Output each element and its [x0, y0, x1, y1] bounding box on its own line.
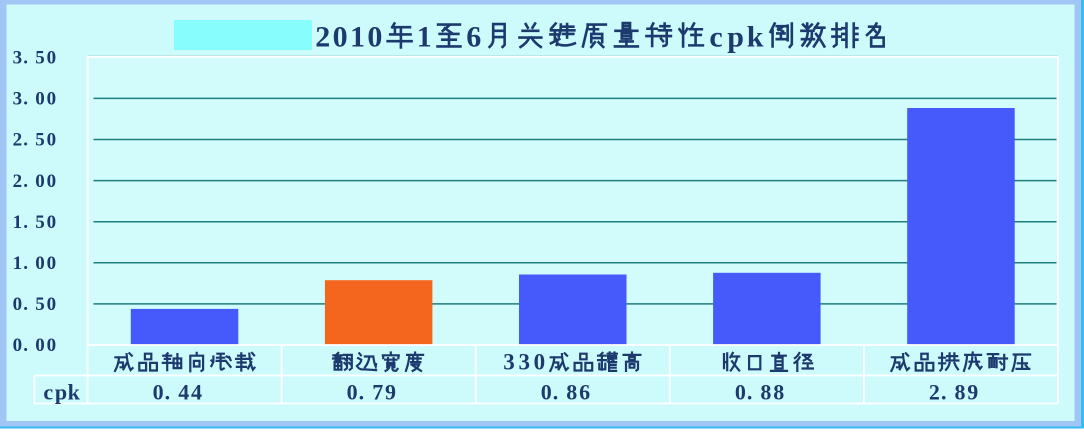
svg-text:6: 6: [579, 380, 590, 405]
svg-text:3: 3: [503, 350, 515, 375]
svg-text:0: 0: [47, 48, 57, 69]
svg-text:.: .: [23, 212, 28, 233]
svg-text:.: .: [23, 294, 28, 315]
svg-text:5: 5: [35, 294, 45, 315]
svg-text:5: 5: [35, 212, 45, 233]
svg-text:.: .: [23, 48, 28, 69]
svg-text:.: .: [553, 380, 559, 405]
svg-text:3: 3: [13, 89, 23, 110]
svg-text:0: 0: [35, 335, 45, 356]
svg-text:2: 2: [13, 171, 23, 192]
svg-text:1: 1: [13, 253, 23, 274]
svg-text:0: 0: [534, 350, 546, 375]
svg-text:k: k: [68, 380, 81, 405]
svg-text:1: 1: [417, 21, 432, 54]
svg-text:.: .: [23, 171, 28, 192]
svg-text:0: 0: [47, 130, 57, 151]
svg-text:0: 0: [367, 21, 382, 54]
svg-text:0: 0: [47, 294, 57, 315]
svg-text:8: 8: [773, 380, 784, 405]
svg-text:2: 2: [929, 380, 940, 405]
svg-text:2: 2: [13, 130, 23, 151]
svg-text:5: 5: [35, 48, 45, 69]
svg-text:.: .: [165, 380, 171, 405]
svg-text:0: 0: [47, 253, 57, 274]
svg-text:0: 0: [47, 89, 57, 110]
svg-text:0: 0: [735, 380, 746, 405]
svg-text:0: 0: [35, 253, 45, 274]
svg-text:3: 3: [518, 350, 530, 375]
svg-text:0: 0: [47, 335, 57, 356]
svg-text:.: .: [23, 253, 28, 274]
svg-text:8: 8: [566, 380, 577, 405]
svg-text:p: p: [727, 21, 744, 54]
svg-text:2: 2: [315, 21, 330, 54]
svg-text:6: 6: [466, 21, 481, 54]
svg-text:8: 8: [955, 380, 966, 405]
svg-text:4: 4: [178, 380, 189, 405]
svg-text:0: 0: [47, 171, 57, 192]
svg-text:9: 9: [967, 380, 978, 405]
svg-text:.: .: [23, 130, 28, 151]
svg-text:5: 5: [35, 130, 45, 151]
svg-text:0: 0: [153, 380, 164, 405]
svg-text:.: .: [23, 335, 28, 356]
svg-text:.: .: [359, 380, 365, 405]
svg-text:1: 1: [13, 212, 23, 233]
svg-text:1: 1: [350, 21, 365, 54]
svg-text:4: 4: [191, 380, 202, 405]
svg-text:0: 0: [347, 380, 358, 405]
svg-text:0: 0: [333, 21, 348, 54]
svg-text:0: 0: [47, 212, 57, 233]
svg-text:0: 0: [13, 294, 23, 315]
svg-text:3: 3: [13, 48, 23, 69]
svg-text:c: c: [43, 380, 53, 405]
svg-text:.: .: [23, 89, 28, 110]
svg-text:.: .: [747, 380, 753, 405]
svg-text:7: 7: [372, 380, 383, 405]
svg-text:k: k: [747, 21, 764, 54]
svg-text:8: 8: [760, 380, 771, 405]
svg-text:0: 0: [13, 335, 23, 356]
svg-text:0: 0: [35, 171, 45, 192]
svg-text:0: 0: [541, 380, 552, 405]
svg-text:c: c: [709, 21, 722, 54]
svg-text:.: .: [941, 380, 947, 405]
svg-text:p: p: [55, 380, 67, 405]
svg-text:0: 0: [35, 89, 45, 110]
svg-text:9: 9: [385, 380, 396, 405]
